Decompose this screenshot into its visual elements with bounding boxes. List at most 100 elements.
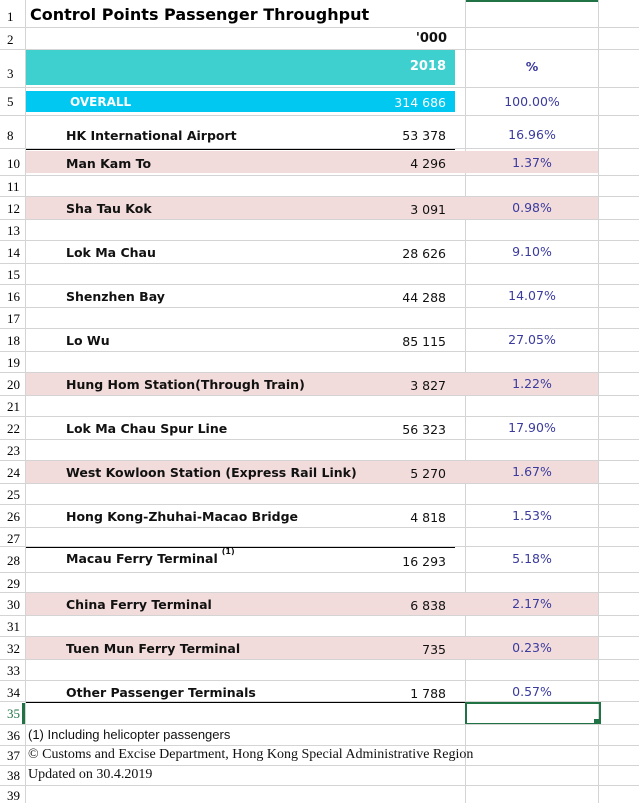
control-point-label: HK International Airport xyxy=(66,128,237,143)
row-number[interactable]: 37 xyxy=(7,748,20,763)
row-highlight xyxy=(26,461,598,483)
row-number[interactable]: 20 xyxy=(7,377,20,392)
column-divider xyxy=(598,0,599,803)
row-number[interactable]: 12 xyxy=(7,201,20,216)
gridline xyxy=(0,680,639,681)
share-percent: 16.96% xyxy=(508,127,556,142)
gridline xyxy=(0,439,639,440)
border-line xyxy=(26,702,465,703)
row-number[interactable]: 24 xyxy=(7,465,20,480)
row-number[interactable]: 26 xyxy=(7,509,20,524)
gridline xyxy=(0,175,639,176)
footnote-marker: (1) xyxy=(221,547,235,556)
row-number[interactable]: 3 xyxy=(7,66,14,81)
footnote: (1) Including helicopter passengers xyxy=(28,727,231,742)
share-percent: 9.10% xyxy=(512,244,552,259)
gridline xyxy=(0,701,639,702)
gridline xyxy=(0,572,639,573)
throughput-value: 3 827 xyxy=(410,378,446,393)
gridline xyxy=(0,592,639,593)
row-highlight xyxy=(26,637,598,659)
selected-cell[interactable] xyxy=(465,702,601,725)
gridline xyxy=(0,263,639,264)
gridline xyxy=(0,745,639,746)
row-number[interactable]: 25 xyxy=(7,487,20,502)
row-number[interactable]: 38 xyxy=(7,768,20,783)
page-title: Control Points Passenger Throughput xyxy=(30,5,370,24)
row-highlight xyxy=(26,151,598,173)
row-number[interactable]: 22 xyxy=(7,421,20,436)
row-number[interactable]: 21 xyxy=(7,399,20,414)
throughput-value: 4 818 xyxy=(410,510,446,525)
share-percent: 1.67% xyxy=(512,464,552,479)
row-number[interactable]: 23 xyxy=(7,443,20,458)
row-highlight xyxy=(26,373,598,395)
row-number[interactable]: 30 xyxy=(7,597,20,612)
row-number[interactable]: 33 xyxy=(7,663,20,678)
gridline xyxy=(0,351,639,352)
gridline xyxy=(0,196,639,197)
overall-band xyxy=(26,91,455,112)
row-number[interactable]: 8 xyxy=(7,128,14,143)
gridline xyxy=(0,546,639,547)
control-point-label: Shenzhen Bay xyxy=(66,289,165,304)
row-highlight xyxy=(26,197,598,219)
gridline xyxy=(0,504,639,505)
control-point-label: Macau Ferry Terminal (1) xyxy=(66,547,235,567)
row-number[interactable]: 34 xyxy=(7,685,20,700)
gridline xyxy=(0,724,639,725)
row-number[interactable]: 39 xyxy=(7,788,20,803)
control-point-label: Hung Hom Station(Through Train) xyxy=(66,377,305,392)
percent-header: % xyxy=(525,59,539,74)
row-number[interactable]: 29 xyxy=(7,576,20,591)
copyright-note: © Customs and Excise Department, Hong Ko… xyxy=(28,747,474,762)
column-selection-indicator xyxy=(466,0,598,2)
row-number[interactable]: 2 xyxy=(7,32,14,47)
share-percent: 1.37% xyxy=(512,155,552,170)
share-percent: 2.17% xyxy=(512,596,552,611)
gridline xyxy=(0,27,639,28)
throughput-value: 53 378 xyxy=(402,128,446,143)
row-number[interactable]: 11 xyxy=(7,179,20,194)
row-number[interactable]: 36 xyxy=(7,728,20,743)
gridline xyxy=(0,284,639,285)
gridline xyxy=(0,240,639,241)
control-point-label-text: Macau Ferry Terminal xyxy=(66,551,218,567)
row-number[interactable]: 17 xyxy=(7,311,20,326)
year-header-band xyxy=(26,50,455,85)
row-number[interactable]: 13 xyxy=(7,223,20,238)
row-number[interactable]: 5 xyxy=(7,94,14,109)
row-number[interactable]: 28 xyxy=(7,553,20,568)
control-point-label: Other Passenger Terminals xyxy=(66,685,256,700)
gridline xyxy=(0,785,639,786)
row-number[interactable]: 14 xyxy=(7,245,20,260)
throughput-value: 3 091 xyxy=(410,202,446,217)
row-number[interactable]: 19 xyxy=(7,355,20,370)
row-number[interactable]: 27 xyxy=(7,531,20,546)
throughput-value: 4 296 xyxy=(410,156,446,171)
gridline xyxy=(0,148,639,149)
control-point-label: Tuen Mun Ferry Terminal xyxy=(66,641,241,656)
row-number[interactable]: 18 xyxy=(7,333,20,348)
gridline xyxy=(0,527,639,528)
row-number[interactable]: 10 xyxy=(7,156,20,171)
throughput-value: 44 288 xyxy=(402,290,446,305)
row-number[interactable]: 32 xyxy=(7,641,20,656)
year-header: 2018 xyxy=(409,59,446,74)
overall-percent: 100.00% xyxy=(504,94,560,109)
gridline xyxy=(0,49,639,50)
gridline xyxy=(0,372,639,373)
row-number[interactable]: 1 xyxy=(7,9,14,24)
row-number[interactable]: 15 xyxy=(7,267,20,282)
fill-handle[interactable] xyxy=(594,719,599,724)
gridline xyxy=(0,659,639,660)
row-number[interactable]: 31 xyxy=(7,619,20,634)
share-percent: 27.05% xyxy=(508,332,556,347)
throughput-value: 85 115 xyxy=(402,334,446,349)
throughput-value: 16 293 xyxy=(402,554,446,569)
row-number[interactable]: 16 xyxy=(7,289,20,304)
gridline xyxy=(0,115,639,116)
row-number-active[interactable]: 35 xyxy=(7,706,20,721)
control-point-label: West Kowloon Station (Express Rail Link) xyxy=(66,465,357,480)
